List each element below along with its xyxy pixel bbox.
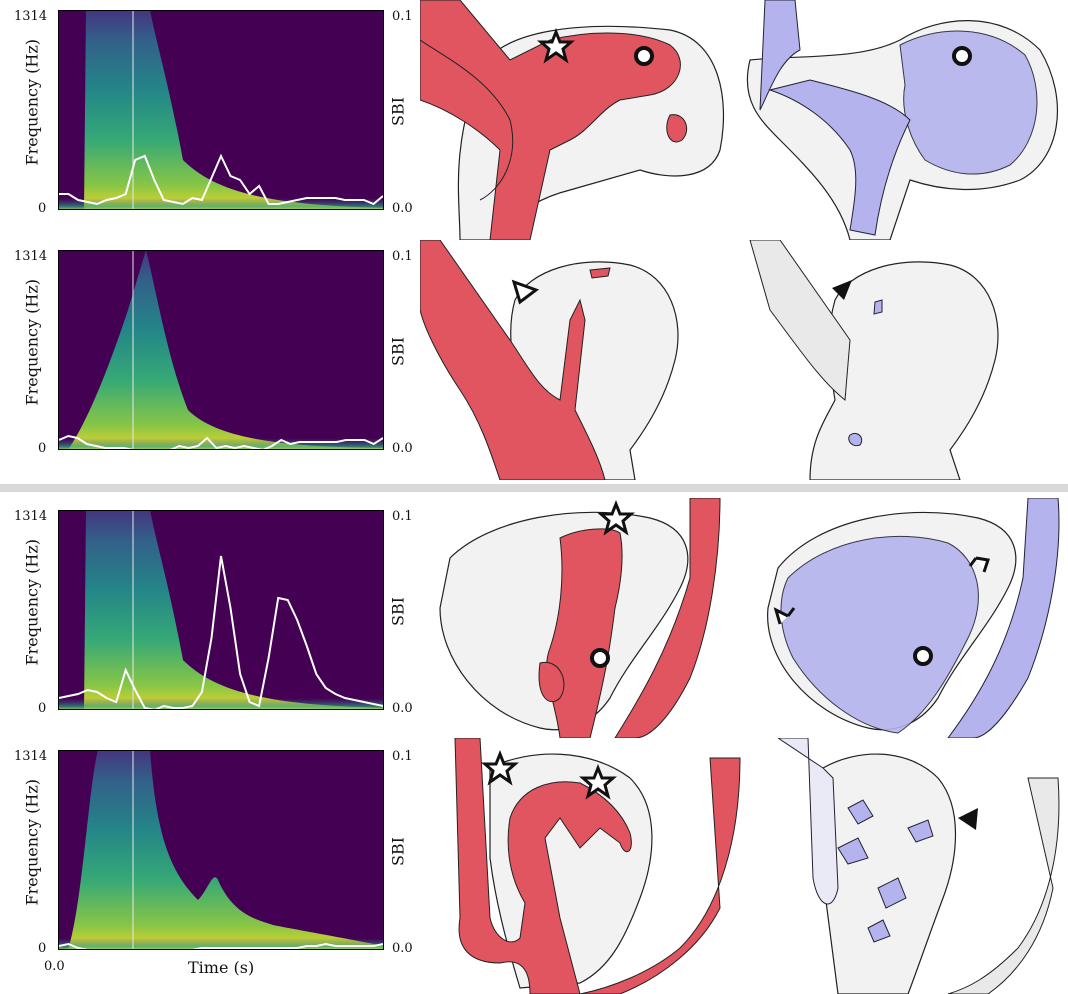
spectrogram-low-band [58, 198, 384, 210]
y-axis-label: Frequency (Hz) [22, 279, 42, 406]
render-red-row3 [420, 498, 740, 738]
y2-tick-top: 0.1 [392, 749, 413, 764]
spectrogram-energy [84, 510, 384, 710]
y2-axis-label: SBI [388, 596, 408, 627]
spectrogram-low-band [58, 698, 384, 710]
y-tick-top: 1314 [14, 509, 48, 524]
sbi-series-line [58, 555, 384, 710]
y-axis-label: Frequency (Hz) [22, 39, 42, 166]
y2-tick-bottom: 0.0 [392, 701, 413, 716]
spectrogram-plot [58, 250, 384, 450]
y2-tick-bottom: 0.0 [392, 441, 413, 456]
spectrogram-panel-2: 1314 0 0.1 0.0 Frequency (Hz) SBI [0, 250, 1068, 480]
y2-tick-bottom: 0.0 [392, 201, 413, 216]
spectrogram-energy [68, 750, 384, 950]
render-red-row4 [450, 738, 750, 994]
y2-tick-top: 0.1 [392, 9, 413, 24]
spectrogram-energy [68, 250, 384, 450]
y2-tick-top: 0.1 [392, 509, 413, 524]
y2-axis-label: SBI [388, 836, 408, 867]
spectrogram-plot [58, 510, 384, 710]
y-axis-label: Frequency (Hz) [22, 779, 42, 906]
spectrogram-panel-4: 1314 0 0.1 0.0 Frequency (Hz) SBI [0, 750, 1068, 980]
y-axis-label: Frequency (Hz) [22, 539, 42, 666]
axes-frame [58, 10, 384, 210]
y-tick-bottom: 0 [38, 441, 47, 456]
y2-axis-label: SBI [388, 96, 408, 127]
spectrogram-plot [58, 750, 384, 950]
sbi-series-line [58, 434, 384, 450]
render-red-row1 [420, 0, 730, 240]
y-tick-top: 1314 [14, 749, 48, 764]
spectrogram-energy [84, 10, 384, 210]
axes-frame [58, 510, 384, 710]
axes-frame [58, 250, 384, 450]
axes-frame [58, 750, 384, 950]
spectrogram-panel-3: 1314 0 0.1 0.0 Frequency (Hz) SBI [0, 510, 1068, 740]
section-divider [0, 484, 1068, 492]
render-red-row2 [420, 240, 730, 480]
y2-axis-label: SBI [388, 336, 408, 367]
render-blue-row3 [748, 498, 1068, 738]
render-blue-row2 [740, 240, 1068, 480]
y-tick-bottom: 0 [38, 941, 47, 956]
sbi-series-line [59, 153, 384, 206]
y2-tick-bottom: 0.0 [392, 941, 413, 956]
y-tick-top: 1314 [14, 249, 48, 264]
x-axis-label: Time (s) [188, 958, 255, 977]
sbi-series-line [58, 942, 384, 950]
render-blue-row1 [740, 0, 1068, 240]
y-tick-bottom: 0 [38, 701, 47, 716]
y2-tick-top: 0.1 [392, 249, 413, 264]
x-tick-0: 0.0 [44, 959, 65, 974]
y-tick-bottom: 0 [38, 201, 47, 216]
spectrogram-plot [58, 10, 384, 210]
spectrogram-panel-1: 1314 0 0.1 0.0 Frequency (Hz) SBI [0, 10, 1068, 240]
y-tick-top: 1314 [14, 9, 48, 24]
render-blue-row4 [778, 738, 1068, 994]
